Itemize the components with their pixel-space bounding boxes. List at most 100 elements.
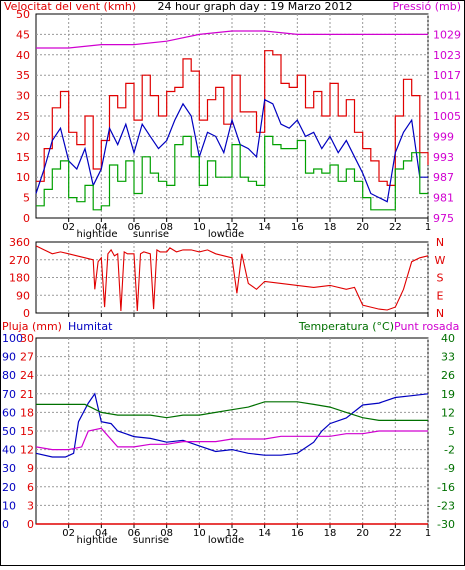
pressure-tick-label: 1029	[433, 28, 461, 41]
humidity-tick-label: 100	[2, 332, 23, 345]
x-tick-label: 06	[128, 528, 141, 539]
x-tick-label: 10	[193, 528, 206, 539]
rain-tick-label: 12	[20, 444, 34, 457]
direction-tick-label: 0	[23, 307, 30, 320]
x-tick-label: 12	[226, 222, 239, 233]
x-tick-label: 1	[425, 528, 431, 539]
rain-tick-label: 0	[27, 518, 34, 531]
humidity-tick-label: 70	[2, 388, 16, 401]
wind-pressure-series	[35, 30, 429, 211]
pressure-tick-label: 999	[433, 130, 454, 143]
temperature-tick-label: -23	[437, 499, 455, 512]
temperature-tick-label: 5	[448, 425, 455, 438]
humidity-axis-title: Humitat	[68, 320, 113, 333]
humidity-tick-label: 10	[2, 499, 16, 512]
humidity-tick-label: 90	[2, 351, 16, 364]
rain-tick-label: 15	[20, 425, 34, 438]
rain-y-axis: 0 3 6 9 12 15 18 21 24 27 30	[20, 332, 34, 531]
pressure-tick-label: 1017	[433, 69, 461, 82]
x-tick-label: 22	[389, 222, 402, 233]
pressure-tick-label: 975	[433, 212, 454, 225]
rain-tick-label: 21	[20, 388, 34, 401]
x-tick-label: 04	[95, 222, 108, 233]
x-tick-label: 08	[160, 528, 173, 539]
x-tick-label: 02	[62, 222, 75, 233]
temperature-tick-label: 19	[441, 388, 455, 401]
series-line-wind_avg	[35, 98, 428, 203]
series-line-humidity	[35, 392, 429, 458]
x-tick-label: 08	[160, 222, 173, 233]
x-tick-label: 18	[324, 528, 337, 539]
rain-tick-label: 6	[27, 481, 34, 494]
direction-tick-label: 270	[9, 254, 30, 267]
wind-speed-y-axis: 0 5 10 15 20 25 30 35 40 45 50	[16, 8, 30, 225]
rain-axis-title: Pluja (mm)	[2, 320, 62, 333]
series-line-direction	[35, 245, 429, 312]
wind-speed-tick-label: 45	[16, 28, 30, 41]
temperature-tick-label: 40	[441, 332, 455, 345]
temperature-tick-label: -16	[437, 481, 455, 494]
compass-label: N	[436, 236, 444, 249]
humidity-tick-label: 40	[2, 444, 16, 457]
pressure-tick-label: 993	[433, 151, 454, 164]
x-tick-label: 10	[193, 222, 206, 233]
temperature-tick-label: 26	[441, 369, 455, 382]
rain-tick-label: 24	[20, 369, 34, 382]
rain-tick-label: 30	[20, 332, 34, 345]
wind-speed-tick-label: 10	[16, 171, 30, 184]
series-line-wind_max	[36, 50, 429, 186]
compass-label: N	[436, 307, 444, 320]
pressure-y-axis: 975 981 987 993 999 1005 1011 1017 1023 1029	[433, 28, 461, 225]
rain-tick-label: 3	[27, 499, 34, 512]
x-tick-label: 14	[258, 222, 271, 233]
humidity-tick-label: 30	[2, 462, 16, 475]
temp-humidity-series	[35, 392, 429, 525]
sunrise-marker-label: sunrise	[133, 229, 169, 240]
temperature-tick-label: -2	[444, 444, 455, 457]
x-tick-label: 12	[226, 528, 239, 539]
series-line-pressure	[36, 30, 428, 49]
humidity-tick-label: 20	[2, 481, 16, 494]
wind-speed-tick-label: 40	[16, 49, 30, 62]
x-tick-label: 16	[291, 528, 304, 539]
humidity-tick-label: 80	[2, 369, 16, 382]
lowtide-marker-label-bottom: lowtide	[208, 535, 244, 546]
pressure-tick-label: 1011	[433, 90, 461, 103]
temperature-tick-label: 12	[441, 406, 455, 419]
wind-pressure-x-axis: 02 04 06 08 10 12 14 16 18 20 22 1	[62, 222, 431, 233]
direction-tick-label: 90	[16, 289, 30, 302]
humidity-y-axis: 0 10 20 30 40 50 60 70 80 90 100	[2, 332, 23, 531]
series-line-dewpoint	[35, 427, 428, 451]
hightide-marker-label-bottom: hightide	[76, 535, 117, 546]
compass-label: E	[437, 289, 444, 302]
temperature-tick-label: -30	[437, 518, 455, 531]
series-line-temperature	[36, 401, 428, 421]
graph-title: 24 hour graph day : 19 Marzo 2012	[157, 0, 352, 13]
compass-label: W	[435, 254, 446, 267]
temperature-y-axis: -30 -23 -16 -9 -2 5 12 19 26 33 40	[437, 332, 455, 531]
temp-humidity-x-axis: 02 04 06 08 10 12 14 16 18 20 22 1	[62, 528, 431, 539]
wind-direction-series	[35, 245, 429, 312]
lowtide-marker-label: lowtide	[208, 229, 244, 240]
wind-speed-tick-label: 25	[16, 110, 30, 123]
rain-tick-label: 27	[20, 351, 34, 364]
sunrise-marker-label-bottom: sunrise	[133, 535, 169, 546]
x-tick-label: 16	[291, 222, 304, 233]
rain-tick-label: 9	[27, 462, 34, 475]
pressure-tick-label: 1023	[433, 49, 461, 62]
wind-speed-tick-label: 0	[23, 212, 30, 225]
pressure-tick-label: 1005	[433, 110, 461, 123]
humidity-tick-label: 50	[2, 425, 16, 438]
x-tick-label: 18	[324, 222, 337, 233]
temperature-tick-label: 33	[441, 351, 455, 364]
x-tick-label: 20	[356, 222, 369, 233]
wind-speed-tick-label: 15	[16, 151, 30, 164]
x-tick-label: 02	[62, 528, 75, 539]
pressure-tick-label: 987	[433, 171, 454, 184]
x-tick-label: 04	[95, 528, 108, 539]
dewpoint-axis-title: Punt rosada	[394, 320, 459, 333]
wind-speed-tick-label: 5	[23, 192, 30, 205]
